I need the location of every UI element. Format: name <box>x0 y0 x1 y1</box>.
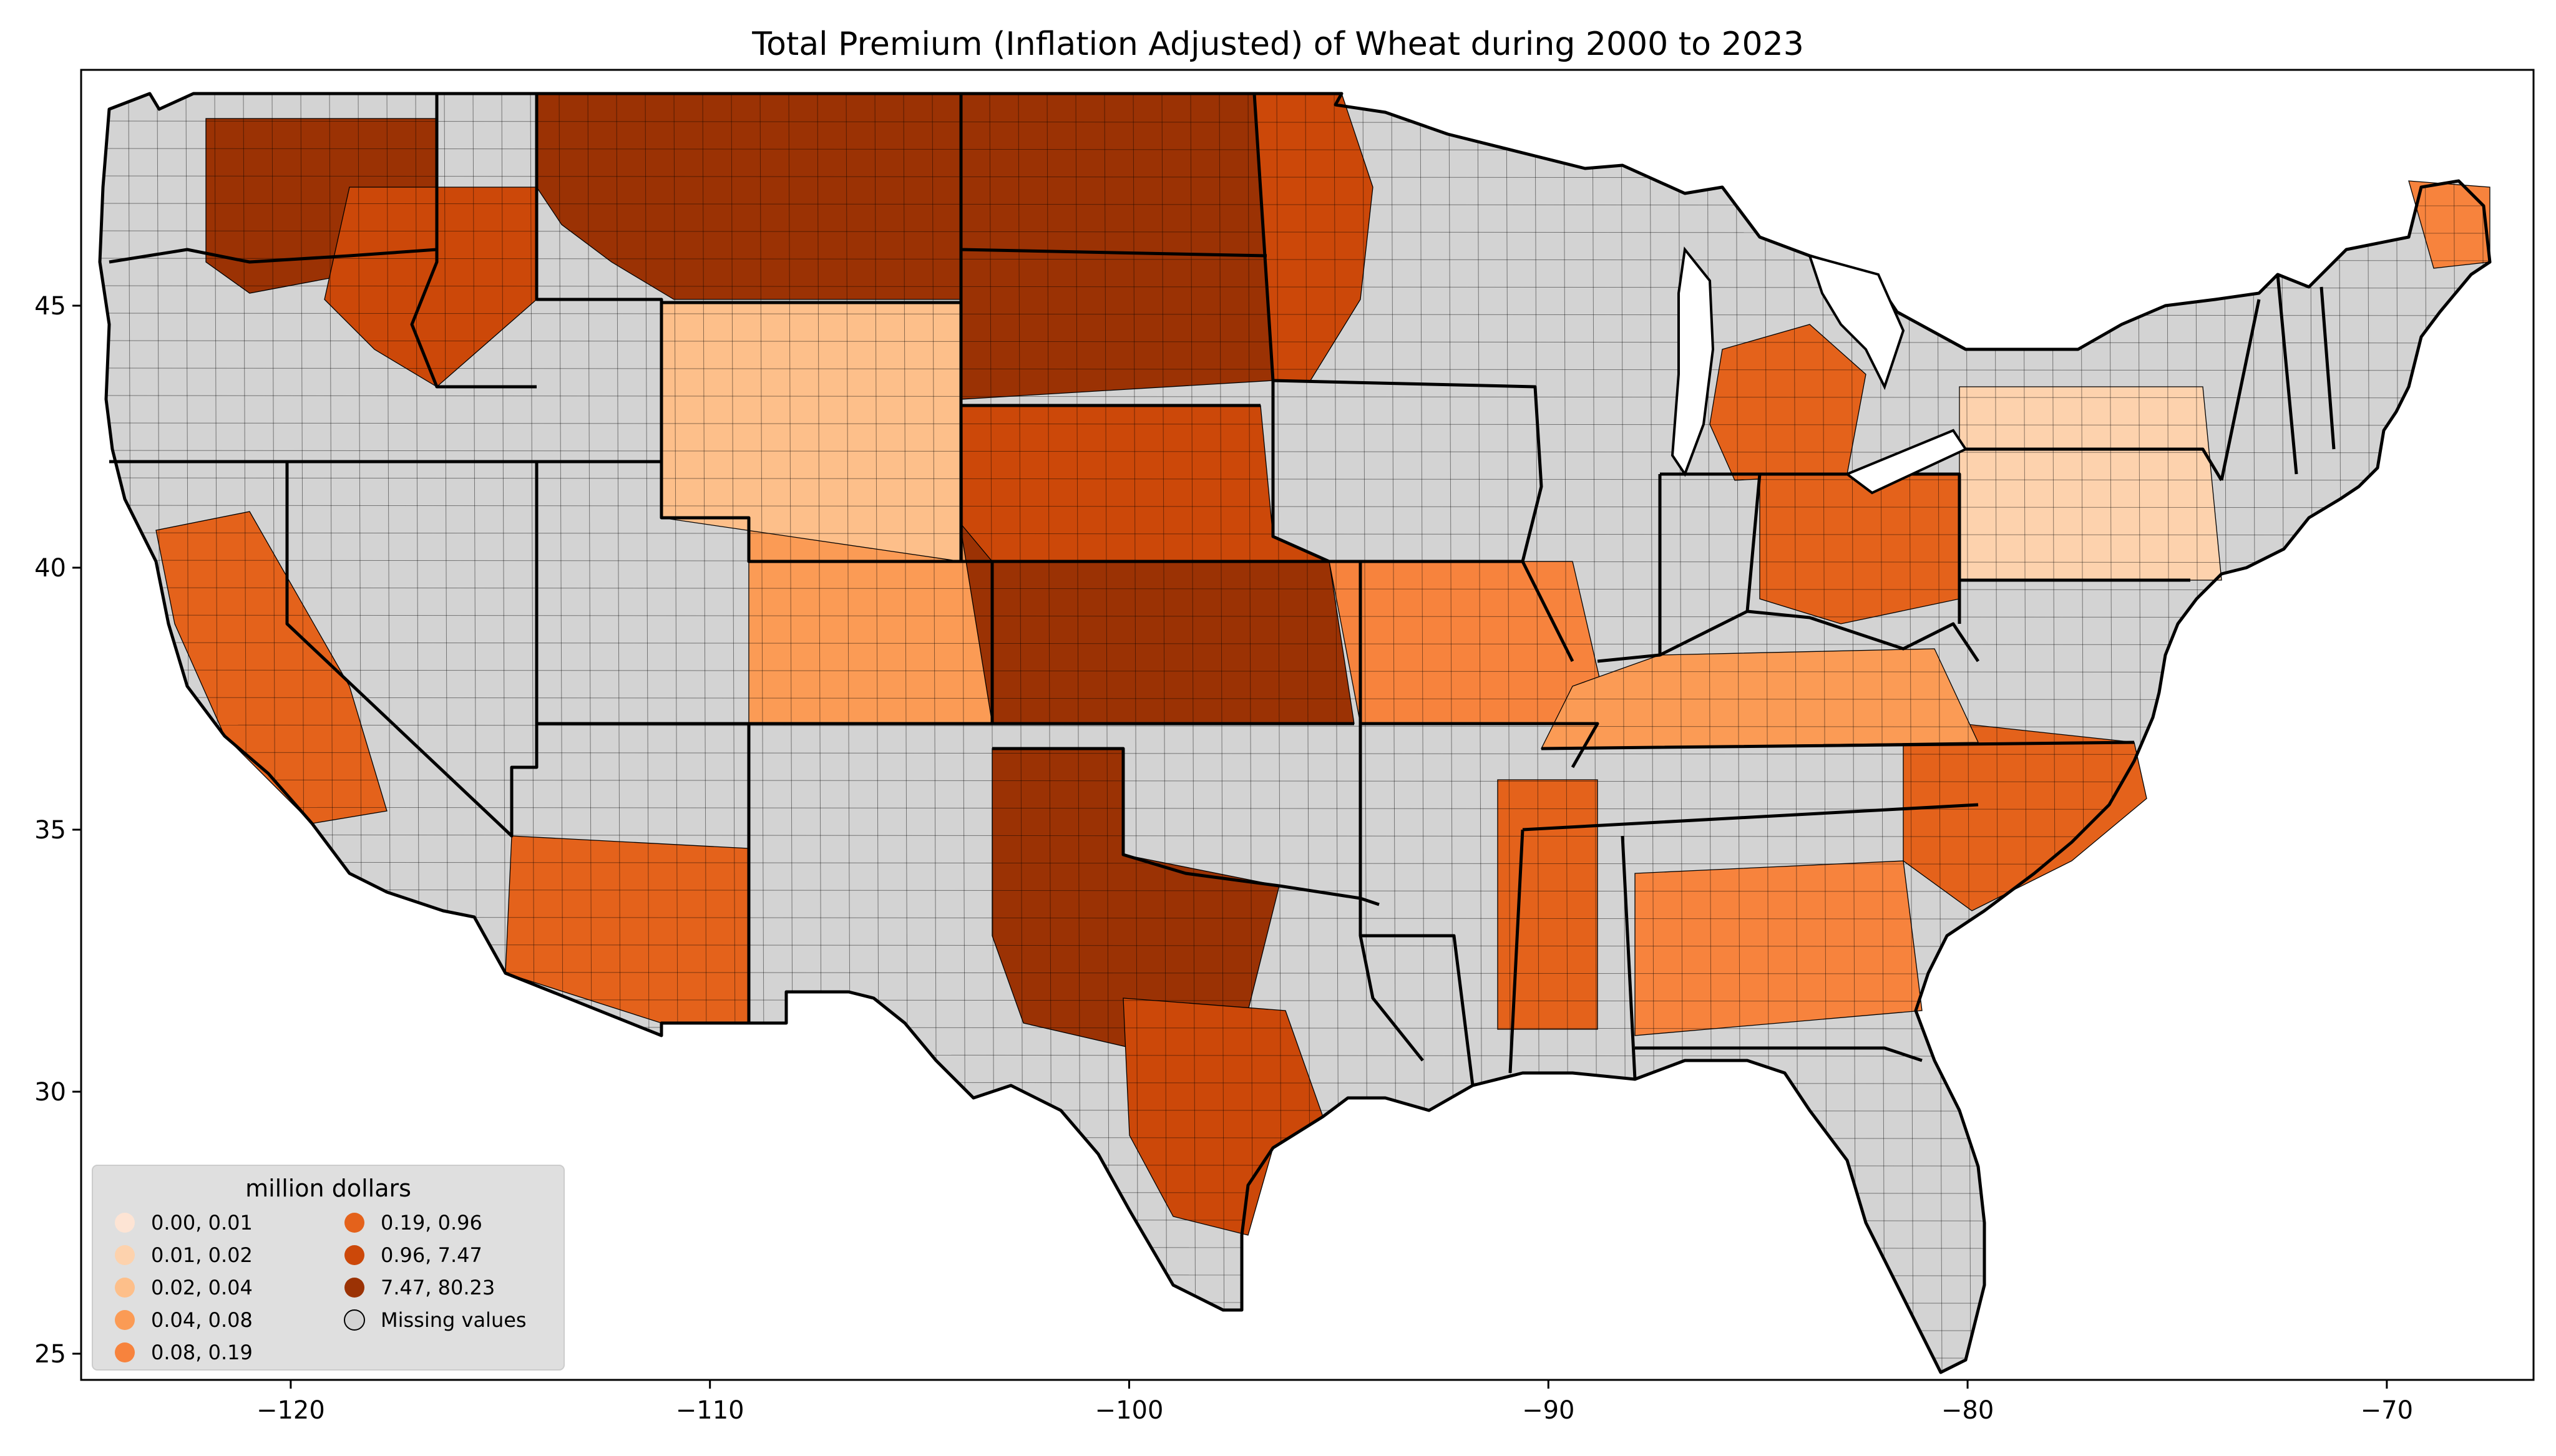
state-line-il-in-oh <box>1521 472 1961 662</box>
legend-item: 0.02, 0.04 <box>115 1276 253 1299</box>
state-line-ga-fl <box>1635 1046 1923 1062</box>
state-line-pa-ny <box>1959 447 2223 582</box>
state-line-ms-al <box>1508 803 1979 1080</box>
legend-swatch <box>115 1310 135 1330</box>
y-tick-label: 45 <box>34 292 66 321</box>
state-borders <box>98 92 2492 1374</box>
x-tick-label: −110 <box>676 1396 744 1425</box>
legend-label: 0.04, 0.08 <box>151 1308 253 1332</box>
lake-huron <box>1807 254 1905 391</box>
region-pennsylvania-newyork <box>1959 386 2222 581</box>
legend-swatch <box>115 1213 135 1233</box>
x-tick-label: −120 <box>256 1396 325 1425</box>
region-georgia-alabama <box>1634 860 1923 1036</box>
legend-item: 0.00, 0.01 <box>115 1211 253 1235</box>
y-tick-label: 25 <box>34 1340 66 1369</box>
region-central-texas <box>1123 997 1324 1236</box>
legend-swatch <box>344 1278 364 1298</box>
region-dakotas <box>960 93 1274 400</box>
legend-item: 0.96, 7.47 <box>344 1243 482 1267</box>
legend-swatch <box>115 1342 135 1362</box>
legend-label: 0.00, 0.01 <box>151 1211 253 1235</box>
legend-label: 0.96, 7.47 <box>381 1243 482 1267</box>
y-tick-label: 30 <box>34 1078 66 1107</box>
legend-title: million dollars <box>245 1175 411 1202</box>
state-line-mn-east <box>1252 93 1543 562</box>
y-tick-label: 35 <box>34 816 66 845</box>
legend-items: 0.00, 0.01 0.01, 0.02 0.02, 0.04 0.04, 0.08… <box>115 1211 527 1364</box>
state-line-ia-mo <box>1271 381 1599 769</box>
legend-item: 0.04, 0.08 <box>115 1308 253 1332</box>
x-tick-label: −80 <box>1941 1396 1994 1425</box>
state-line-ne-states <box>2220 274 2336 481</box>
y-axis: 45 40 35 30 25 <box>34 292 81 1369</box>
us-outline <box>98 92 2492 1374</box>
state-line-mt-south <box>535 94 961 304</box>
lake-erie <box>1844 429 1968 495</box>
legend-label: 0.19, 0.96 <box>381 1211 482 1235</box>
legend: million dollars 0.00, 0.01 0.01, 0.02 0.02… <box>92 1165 565 1371</box>
region-mississippi-delta <box>1497 779 1598 1030</box>
state-line-ar-la <box>1358 724 1475 1086</box>
legend-label: 0.01, 0.02 <box>151 1243 253 1267</box>
legend-swatch <box>115 1278 135 1298</box>
x-axis: −120 −110 −100 −90 −80 −70 <box>256 1380 2413 1425</box>
chart-title: Total Premium (Inflation Adjusted) of Wh… <box>751 26 1804 63</box>
region-ohio-indiana <box>1759 473 1960 624</box>
state-line-nd-sd-ne-ks <box>959 94 1354 726</box>
legend-label: 7.47, 80.23 <box>381 1276 495 1299</box>
region-california-central <box>155 511 388 824</box>
legend-label: 0.02, 0.04 <box>151 1276 253 1299</box>
map-area <box>80 69 2535 1381</box>
legend-item: 7.47, 80.23 <box>344 1276 495 1299</box>
lake-michigan <box>1671 246 1715 477</box>
legend-swatch <box>344 1213 364 1233</box>
legend-swatch <box>344 1245 364 1265</box>
legend-swatch <box>344 1309 365 1331</box>
great-lakes <box>1671 246 1968 495</box>
legend-item: Missing values <box>344 1308 527 1332</box>
y-tick-label: 40 <box>34 554 66 583</box>
legend-item: 0.01, 0.02 <box>115 1243 253 1267</box>
x-tick-label: −100 <box>1095 1396 1164 1425</box>
axes-frame <box>80 69 2535 1381</box>
legend-item: 0.08, 0.19 <box>115 1341 253 1364</box>
legend-item: 0.19, 0.96 <box>344 1211 482 1235</box>
legend-label: 0.08, 0.19 <box>151 1341 253 1364</box>
state-line-id-west <box>410 94 537 389</box>
legend-swatch <box>115 1245 135 1265</box>
state-line-wa-or <box>109 248 437 264</box>
x-tick-label: −70 <box>2361 1396 2413 1425</box>
legend-box <box>92 1165 565 1371</box>
legend-label: Missing values <box>381 1308 527 1332</box>
x-tick-label: −90 <box>1522 1396 1574 1425</box>
